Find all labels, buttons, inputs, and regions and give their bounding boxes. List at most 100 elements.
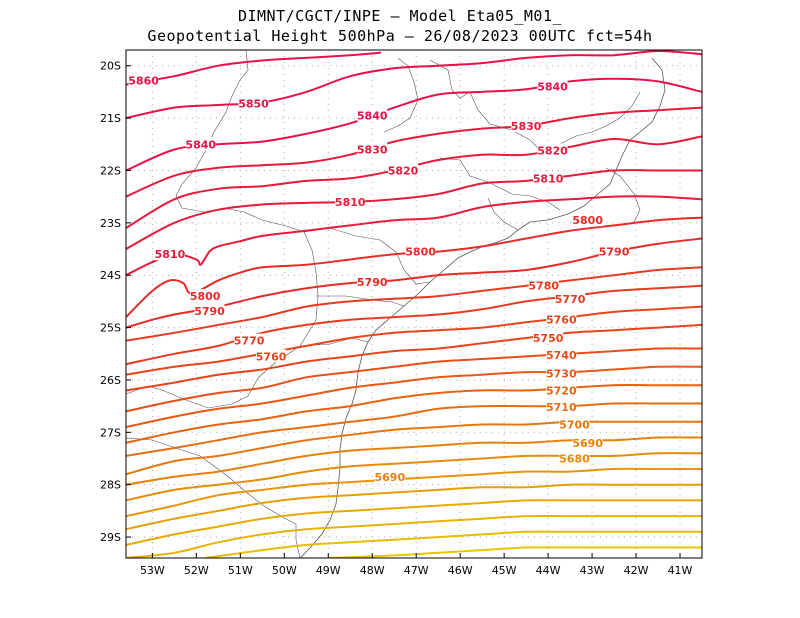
contour-5660 [126,483,702,531]
contour-label-bg [559,451,590,465]
contour-label-bg [511,118,542,132]
contour-5750 [126,323,702,392]
contour-label: 5780 [528,280,559,293]
contour-5650 [126,499,702,546]
contour-label: 5810 [335,196,366,209]
contour-label: 5820 [537,145,568,158]
lat-tick-label: 29S [100,531,121,544]
lat-tick-label: 26S [100,374,121,387]
title-line-2: Geopotential Height 500hPa – 26/08/2023 … [147,27,653,45]
lat-tick-label: 23S [100,217,121,230]
contour-label: 5830 [511,120,542,133]
lon-tick-label: 50W [272,564,297,577]
lon-tick-label: 51W [228,564,253,577]
lat-tick-label: 25S [100,322,121,335]
contour-label: 5760 [546,314,577,327]
lat-tick-label: 24S [100,269,121,282]
contour-label: 5730 [546,368,577,381]
plot-frame [125,49,703,559]
contour-label: 5800 [572,214,603,227]
contour-label-bg [546,347,577,361]
contour-label-bg [405,244,436,258]
title-line-1: DIMNT/CGCT/INPE – Model Eta05_M01_ [237,7,563,25]
contour-label-bg [533,331,564,345]
contour-label-bg [546,383,577,397]
contour-5840 [126,77,702,172]
contour-label-bg [528,278,559,292]
contour-label-bg [374,469,405,483]
lat-tick-label: 20S [100,60,121,73]
contour-5620 [328,546,702,558]
contour-label: 5840 [537,81,568,94]
lon-tick-label: 42W [624,564,649,577]
contour-label-bg [533,171,564,185]
contour-label-bg [537,79,568,93]
contour-5740 [126,347,702,413]
lat-tick-label: 22S [100,164,121,177]
contour-label-bg [357,275,388,289]
contour-label-bg [256,349,287,363]
contour-5630 [204,530,702,558]
contour-label-bg [357,108,388,122]
contour-5860 [126,51,382,86]
contour-label-bg [546,366,577,380]
contour-5830 [126,106,702,198]
contour-5800 [126,216,702,318]
contour-label-bg [238,96,269,110]
contour-label: 5790 [357,276,388,289]
contour-label-bg [546,312,577,326]
contour-label: 5750 [533,332,564,345]
lat-tick-label: 28S [100,479,121,492]
contour-label-bg [388,163,419,177]
lon-tick-label: 45W [492,564,517,577]
lon-tick-label: 43W [580,564,605,577]
contour-label: 5840 [357,109,388,122]
contour-label-bg [537,143,568,157]
contour-label-bg [599,244,630,258]
contour-label: 5850 [238,97,269,110]
contour-label: 5690 [572,437,603,450]
lon-tick-label: 46W [448,564,473,577]
contour-5690 [126,436,702,486]
contour-5680 [126,452,702,502]
contour-5810 [126,195,702,277]
contour-label: 5690 [375,471,406,484]
contour-label: 5820 [388,164,419,177]
contour-label-bg [572,435,603,449]
contour-5730 [126,365,702,429]
lon-tick-label: 41W [668,564,693,577]
contour-5810 [126,169,702,250]
contour-5760 [126,305,702,376]
axes: 53W 52W 51W 50W 49W 48W 47W 46W 45W 44W 43W 42W 41W 2… [100,60,693,577]
contour-5640 [126,514,702,558]
lon-tick-label: 53W [140,564,165,577]
contour-label: 5770 [555,293,586,306]
contour-label-bg [128,73,159,87]
contour-label-bg [555,291,586,305]
contour-label-bg [190,289,221,303]
contour-label: 5790 [599,246,630,259]
contour-label-bg [234,333,265,347]
contour-5780 [126,266,702,342]
contour-label-bg [546,400,577,414]
contour-label: 5680 [559,452,590,465]
lat-tick-label: 27S [100,426,121,439]
contour-5720 [126,383,702,444]
contour-label: 5770 [234,335,265,348]
contour-5710 [126,402,702,457]
coastline [299,57,666,558]
contour-label: 5800 [405,246,436,259]
contour-label: 5840 [185,138,216,151]
contour-label-bg [194,303,225,317]
contour-label: 5740 [546,349,577,362]
contour-5670 [126,467,702,518]
contour-5700 [126,420,702,476]
contour-label-bg [185,137,216,151]
contour-labels: 5860585058405840584058305830582058205810… [128,73,630,484]
contour-label-bg [357,142,388,156]
lon-tick-label: 49W [316,564,341,577]
contour-label-bg [572,213,603,227]
contour-label: 5810 [533,172,564,185]
contour-label-bg [559,417,590,431]
